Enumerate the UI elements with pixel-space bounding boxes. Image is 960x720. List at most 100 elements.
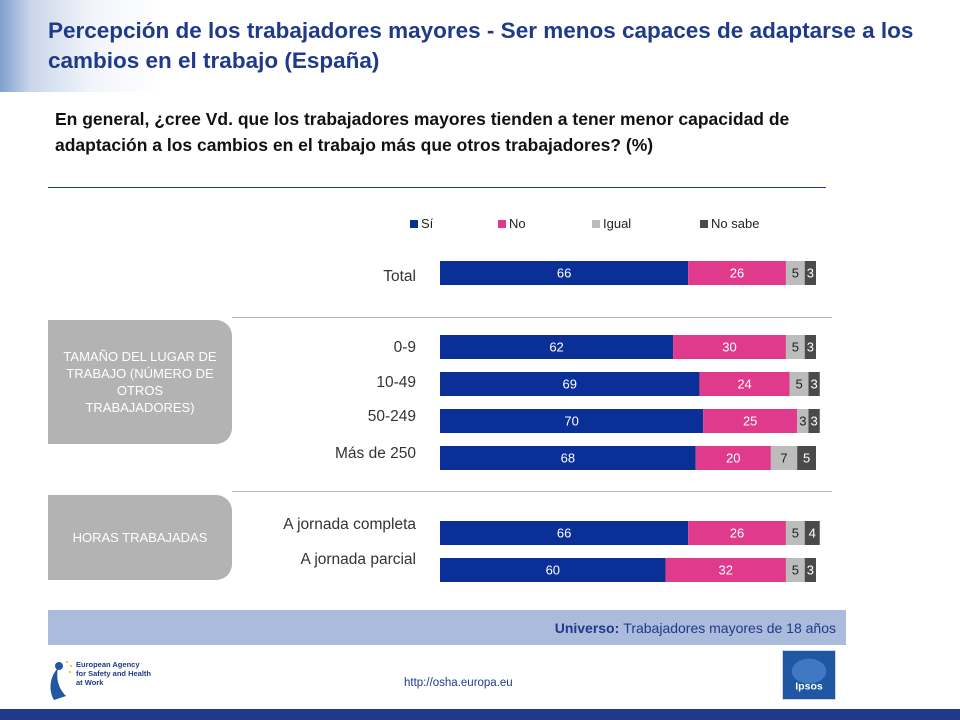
logo-swoosh-shape bbox=[50, 668, 66, 700]
bar-igual-total bbox=[785, 261, 805, 285]
bar-no-sabe-10-49 bbox=[808, 372, 820, 396]
data-label-igual-0-9: 5 bbox=[792, 340, 799, 355]
bar-no-sabe-total bbox=[804, 261, 816, 285]
bar-igual-mas-de-250 bbox=[770, 446, 798, 470]
data-label-si-50-249: 70 bbox=[564, 414, 578, 429]
bar-si-50-249 bbox=[440, 409, 704, 433]
bar-si-a-jornada-parcial bbox=[440, 558, 666, 582]
section-separator bbox=[232, 317, 832, 318]
logo-wordmark-line: European Agency bbox=[76, 660, 140, 669]
survey-question: En general, ¿cree Vd. que los trabajador… bbox=[55, 109, 790, 155]
logo-star bbox=[69, 664, 73, 668]
bar-si-total bbox=[440, 261, 689, 285]
bar-igual-a-jornada-parcial bbox=[785, 558, 805, 582]
bar-igual-a-jornada-completa bbox=[785, 521, 805, 545]
bar-no-sabe-0-9 bbox=[804, 335, 816, 359]
universe-text: Trabajadores mayores de 18 años bbox=[623, 619, 836, 636]
row-label-mas-de-250: Más de 250 bbox=[335, 445, 416, 462]
universe-label: Universo: bbox=[554, 619, 620, 636]
data-label-no-10-49: 24 bbox=[737, 377, 751, 392]
row-label-jornada-parcial: A jornada parcial bbox=[300, 551, 416, 568]
row-label-50-249: 50-249 bbox=[367, 408, 416, 425]
legend-item-no: No bbox=[498, 216, 526, 231]
bar-si-10-49 bbox=[440, 372, 700, 396]
row-label-jornada-completa: A jornada completa bbox=[283, 516, 416, 533]
data-label-no-sabe-a-jornada-completa: 4 bbox=[809, 526, 816, 541]
logo-wordmark-line: at Work bbox=[76, 678, 104, 687]
data-label-no-sabe-total: 3 bbox=[807, 266, 814, 281]
logo-wordmark-line: for Safety and Health bbox=[76, 669, 151, 678]
data-label-no-total: 26 bbox=[730, 266, 744, 281]
legend-swatch-no-sabe bbox=[700, 219, 708, 228]
data-label-igual-50-249: 3 bbox=[799, 414, 806, 429]
logo-head-shape bbox=[55, 662, 63, 670]
data-label-no-mas-de-250: 20 bbox=[726, 451, 740, 466]
eu-osha-logo: European Agency for Safety and Health at… bbox=[50, 660, 151, 700]
bar-no-sabe-a-jornada-parcial bbox=[804, 558, 816, 582]
data-label-si-total: 66 bbox=[557, 266, 571, 281]
legend-item-igual: Igual bbox=[592, 216, 631, 231]
bar-no-a-jornada-parcial bbox=[665, 558, 786, 582]
bar-si-0-9 bbox=[440, 335, 674, 359]
legend-swatch-si bbox=[410, 219, 418, 228]
legend-swatch-igual bbox=[592, 219, 600, 228]
data-label-igual-mas-de-250: 7 bbox=[780, 451, 787, 466]
group-box-workplace-size: TAMAÑO DEL LUGAR DE TRABAJO (NÚMERO DE O… bbox=[48, 320, 232, 444]
ipsos-logo-ellipse bbox=[791, 658, 827, 684]
group-label-hours-worked: HORAS TRABAJADAS bbox=[72, 530, 208, 545]
data-label-no-sabe-a-jornada-parcial: 3 bbox=[807, 563, 814, 578]
group-box-hours-worked: HORAS TRABAJADAS bbox=[48, 495, 232, 580]
logo-star bbox=[65, 660, 69, 664]
ipsos-logo: Ipsos bbox=[782, 650, 836, 700]
page-title: Percepción de los trabajadores mayores -… bbox=[48, 18, 914, 73]
data-label-no-sabe-0-9: 3 bbox=[807, 340, 814, 355]
bottom-strip bbox=[0, 709, 960, 720]
header-background bbox=[0, 0, 960, 92]
data-label-no-sabe-mas-de-250: 5 bbox=[803, 451, 810, 466]
legend-label-no-sabe: No sabe bbox=[711, 216, 760, 231]
ipsos-logo-wordmark: Ipsos bbox=[795, 680, 823, 692]
question-divider bbox=[48, 187, 826, 188]
bar-igual-50-249 bbox=[797, 409, 809, 433]
legend-label-igual: Igual bbox=[603, 216, 632, 231]
bar-igual-10-49 bbox=[789, 372, 809, 396]
data-label-si-mas-de-250: 68 bbox=[561, 451, 575, 466]
bar-no-sabe-50-249 bbox=[808, 409, 820, 433]
bar-no-50-249 bbox=[703, 409, 798, 433]
data-label-no-sabe-10-49: 3 bbox=[811, 377, 818, 392]
data-label-no-a-jornada-parcial: 32 bbox=[719, 563, 733, 578]
data-label-igual-total: 5 bbox=[792, 266, 799, 281]
legend-swatch-no bbox=[498, 219, 506, 228]
data-label-si-10-49: 69 bbox=[562, 377, 576, 392]
legend-item-no-sabe: No sabe bbox=[700, 216, 759, 231]
data-label-si-a-jornada-parcial: 60 bbox=[546, 563, 560, 578]
logo-star bbox=[68, 670, 72, 674]
row-label-10-49: 10-49 bbox=[376, 374, 416, 391]
bar-no-mas-de-250 bbox=[695, 446, 771, 470]
data-label-no-sabe-50-249: 3 bbox=[811, 414, 818, 429]
data-label-no-a-jornada-completa: 26 bbox=[730, 526, 744, 541]
section-separator bbox=[232, 491, 832, 492]
data-label-igual-a-jornada-parcial: 5 bbox=[792, 563, 799, 578]
row-label-0-9: 0-9 bbox=[393, 339, 416, 356]
bar-no-a-jornada-completa bbox=[688, 521, 786, 545]
group-label-workplace-size: TAMAÑO DEL LUGAR DE TRABAJO (NÚMERO DE O… bbox=[63, 349, 217, 415]
row-label-total: Total bbox=[383, 268, 416, 285]
bar-si-mas-de-250 bbox=[440, 446, 696, 470]
data-label-no-0-9: 30 bbox=[722, 340, 736, 355]
bar-no-total bbox=[688, 261, 786, 285]
footer-url[interactable]: http://osha.europa.eu bbox=[404, 677, 513, 689]
data-label-igual-10-49: 5 bbox=[795, 377, 802, 392]
legend-label-no: No bbox=[509, 216, 526, 231]
legend-item-si: Sí bbox=[410, 216, 433, 231]
bar-si-a-jornada-completa bbox=[440, 521, 689, 545]
data-label-si-0-9: 62 bbox=[549, 340, 563, 355]
data-label-igual-a-jornada-completa: 5 bbox=[792, 526, 799, 541]
bar-no-10-49 bbox=[699, 372, 790, 396]
chart-legend: Sí No Igual No sabe bbox=[410, 216, 830, 236]
bar-no-sabe-a-jornada-completa bbox=[804, 521, 820, 545]
bar-igual-0-9 bbox=[785, 335, 805, 359]
data-label-no-50-249: 25 bbox=[743, 414, 757, 429]
legend-label-si: Sí bbox=[421, 216, 434, 231]
data-label-si-a-jornada-completa: 66 bbox=[557, 526, 571, 541]
